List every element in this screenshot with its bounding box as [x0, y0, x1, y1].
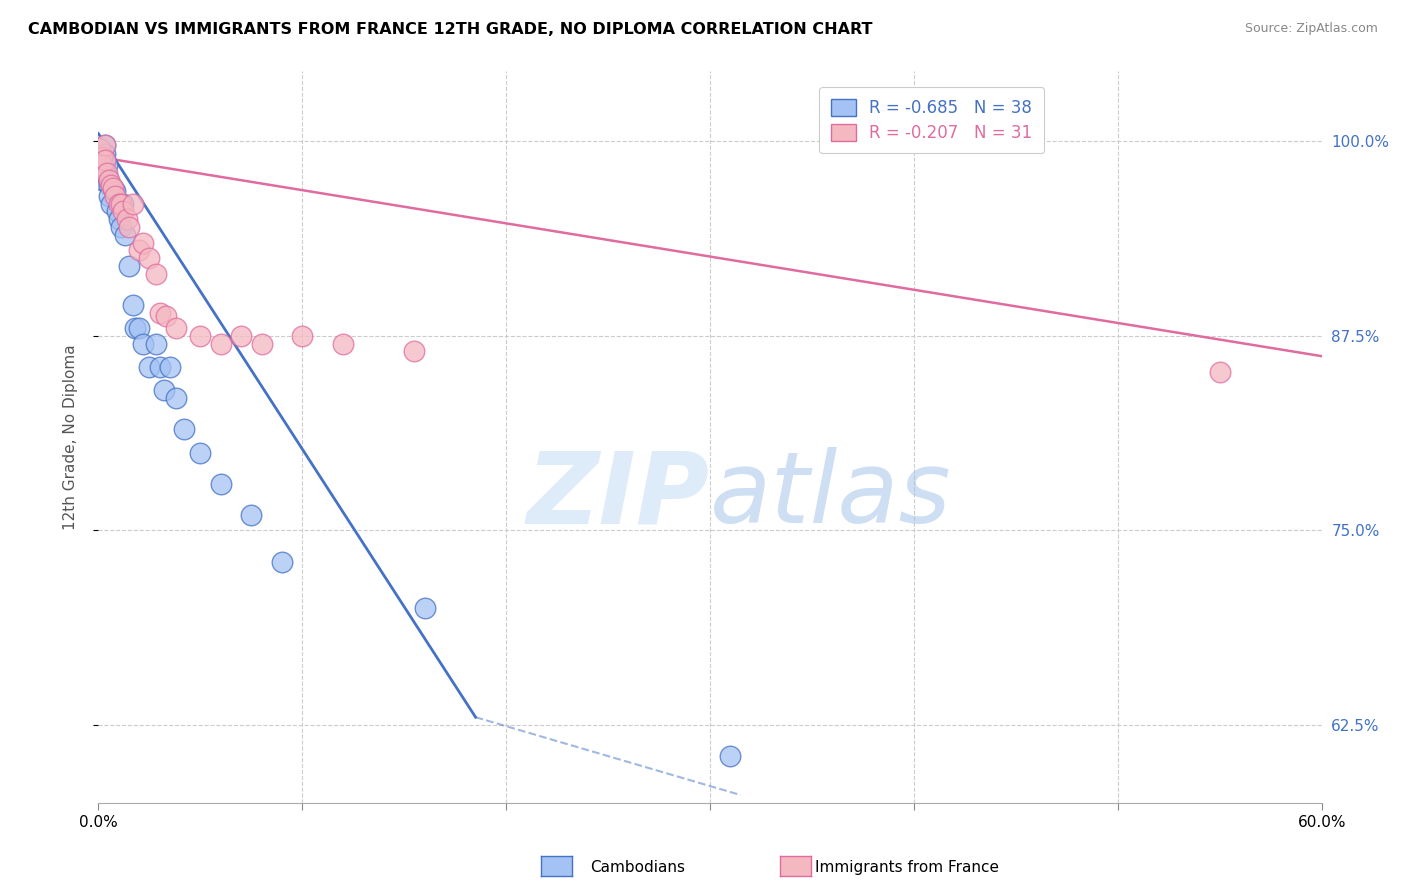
Point	[96, 158, 118, 172]
Point	[173, 422, 195, 436]
Point	[93, 153, 115, 167]
Point	[122, 298, 145, 312]
Point	[124, 321, 146, 335]
Point	[188, 329, 212, 343]
Point	[138, 251, 160, 265]
Point	[132, 235, 155, 250]
Text: ZIP: ZIP	[527, 447, 710, 544]
Point	[188, 445, 212, 459]
Point	[231, 329, 253, 343]
Point	[104, 189, 127, 203]
Point	[93, 137, 115, 152]
Point	[118, 259, 141, 273]
Point	[97, 178, 120, 192]
Text: atlas: atlas	[710, 447, 952, 544]
Point	[108, 212, 131, 227]
Text: Source: ZipAtlas.com: Source: ZipAtlas.com	[1244, 22, 1378, 36]
Point	[720, 749, 742, 764]
Point	[114, 227, 136, 242]
Text: CAMBODIAN VS IMMIGRANTS FROM FRANCE 12TH GRADE, NO DIPLOMA CORRELATION CHART: CAMBODIAN VS IMMIGRANTS FROM FRANCE 12TH…	[28, 22, 873, 37]
Point	[89, 142, 111, 156]
Point	[155, 309, 177, 323]
Point	[270, 555, 294, 569]
Point	[404, 344, 426, 359]
Point	[115, 212, 138, 227]
Point	[93, 153, 115, 167]
Text: Immigrants from France: Immigrants from France	[815, 860, 1000, 874]
Point	[145, 336, 167, 351]
Point	[413, 601, 436, 615]
Point	[111, 196, 134, 211]
Point	[145, 267, 167, 281]
Point	[250, 336, 273, 351]
Point	[105, 204, 128, 219]
Point	[96, 165, 118, 179]
Point	[101, 181, 124, 195]
Point	[118, 219, 141, 234]
Point	[101, 181, 124, 195]
Point	[96, 169, 118, 183]
Point	[89, 158, 111, 172]
Point	[111, 204, 134, 219]
Point	[165, 391, 187, 405]
Point	[97, 189, 120, 203]
Point	[209, 476, 232, 491]
Point	[110, 219, 132, 234]
Point	[93, 146, 115, 161]
Point	[91, 158, 114, 172]
Point	[91, 173, 114, 187]
Point	[132, 336, 155, 351]
Point	[240, 508, 263, 522]
Point	[332, 336, 354, 351]
Point	[100, 178, 122, 192]
Point	[91, 165, 114, 179]
Point	[149, 359, 172, 374]
Point	[149, 305, 172, 319]
Point	[122, 196, 145, 211]
Legend: R = -0.685   N = 38, R = -0.207   N = 31: R = -0.685 N = 38, R = -0.207 N = 31	[820, 87, 1045, 153]
Text: Cambodians: Cambodians	[591, 860, 686, 874]
Point	[108, 196, 131, 211]
Point	[93, 137, 115, 152]
Point	[104, 184, 127, 198]
Point	[91, 150, 114, 164]
Point	[128, 321, 150, 335]
Y-axis label: 12th Grade, No Diploma: 12th Grade, No Diploma	[63, 344, 77, 530]
Point	[152, 384, 174, 398]
Point	[291, 329, 314, 343]
Point	[128, 244, 150, 258]
Point	[138, 359, 160, 374]
Point	[110, 196, 132, 211]
Point	[91, 150, 114, 164]
Point	[159, 359, 181, 374]
Point	[100, 196, 122, 211]
Point	[89, 142, 111, 156]
Point	[209, 336, 232, 351]
Point	[1209, 365, 1232, 379]
Point	[165, 321, 187, 335]
Point	[97, 173, 120, 187]
